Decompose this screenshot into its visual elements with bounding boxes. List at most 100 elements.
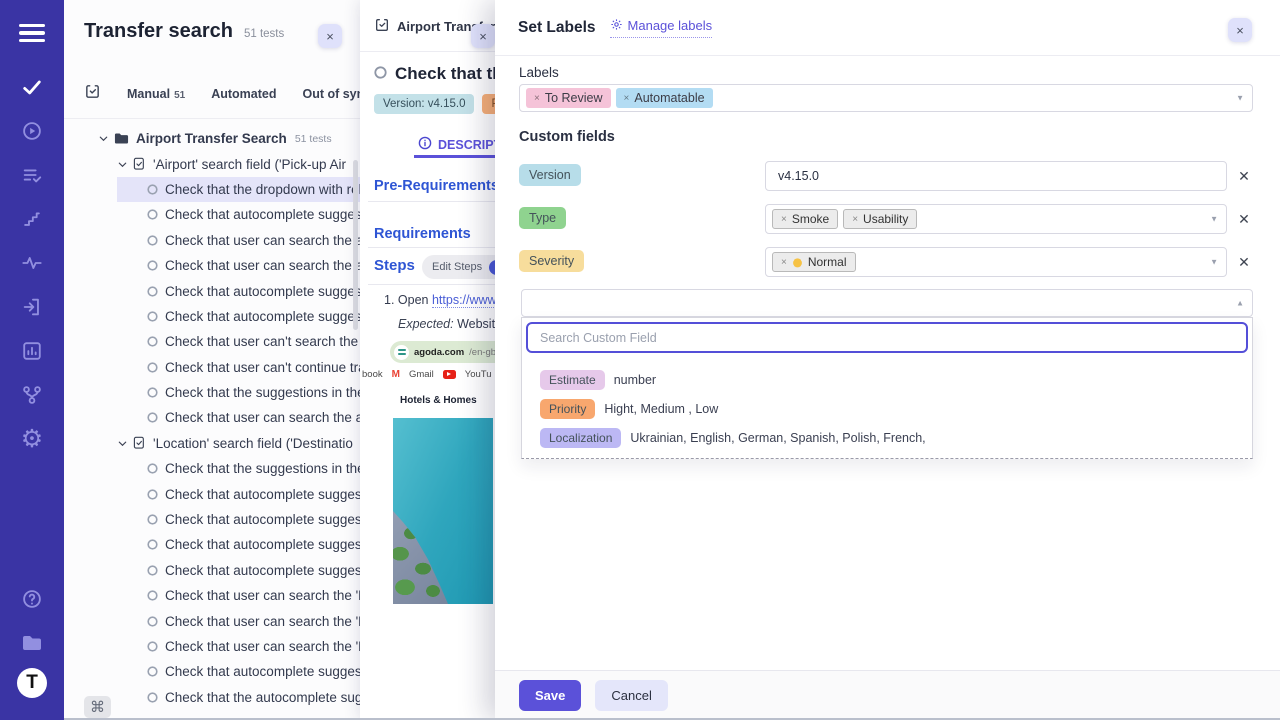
sidebar-steps-icon[interactable]	[0, 204, 64, 234]
custom-field-option-estimate[interactable]: Estimate number	[540, 368, 1242, 392]
tree-row-label: Check that autocomplete suggest	[165, 537, 360, 553]
save-button[interactable]: Save	[519, 680, 582, 711]
browser-address-bar: agoda.com/en-gb/?	[390, 341, 495, 363]
tree-test-row[interactable]: Check that user can search the ai	[117, 253, 360, 278]
custom-field-select-severity[interactable]: × Normal ▼	[765, 247, 1227, 277]
tree-row-label: Check that user can search the 'Lo	[165, 613, 360, 629]
sidebar-import-icon[interactable]	[0, 292, 64, 322]
label-tag[interactable]: × Automatable	[615, 88, 713, 108]
tree-scrollbar[interactable]	[353, 160, 358, 330]
tree-test-row[interactable]: Check that the suggestions in the	[117, 380, 360, 405]
value-chip[interactable]: × Normal	[772, 252, 856, 272]
remove-chip-icon[interactable]: ×	[852, 213, 859, 225]
sidebar-help-icon[interactable]	[0, 584, 64, 614]
remove-tag-icon[interactable]: ×	[623, 92, 630, 104]
suite-test-count: 51 tests	[243, 28, 285, 40]
modal-header: Set Labels Manage labels ×	[495, 0, 1280, 56]
cancel-button[interactable]: Cancel	[595, 680, 668, 711]
remove-custom-field-button[interactable]: ✕	[1238, 253, 1250, 270]
tree-row-label: Check that the suggestions in the	[165, 385, 360, 401]
test-detail-panel: Airport Transfer × Check that the Versio…	[360, 0, 495, 720]
chevron-down-icon[interactable]	[98, 133, 109, 144]
select-all-icon[interactable]	[84, 83, 101, 105]
tree-row-label: Check that user can search the ai	[165, 410, 360, 426]
tree-tab-manual[interactable]: Manual 51	[127, 87, 186, 101]
test-circle-icon	[147, 666, 158, 677]
tab-airport-transfer[interactable]: Airport Transfer	[360, 0, 495, 52]
test-circle-icon	[147, 641, 158, 652]
test-circle-icon	[147, 285, 158, 297]
tree-row-label: Check that user can search the 'Lo	[165, 588, 360, 604]
custom-field-option-priority[interactable]: Priority Hight, Medium , Low	[540, 397, 1242, 421]
tree-folder-row[interactable]: Airport Transfer Search 51 tests	[64, 126, 360, 151]
chevron-down-icon[interactable]	[117, 159, 128, 170]
custom-field-select-type[interactable]: × Smoke × Usability ▼	[765, 204, 1227, 234]
tab-description[interactable]: DESCRIPTION	[418, 136, 495, 153]
tree-suite-row[interactable]: 'Location' search field ('Destinatio	[64, 431, 360, 456]
option-values: number	[613, 373, 657, 387]
tree-test-row[interactable]: Check that user can search the ai	[117, 228, 360, 253]
tree-test-row[interactable]: Check that autocomplete suggest	[117, 659, 360, 684]
test-circle-icon	[147, 565, 158, 576]
tree-test-row[interactable]: Check that the dropdown with rel	[117, 176, 360, 203]
custom-field-option-localization[interactable]: Localization Ukrainian, English, German, …	[540, 426, 1242, 450]
step-prefix: 1. Open	[384, 293, 429, 307]
sidebar-reports-icon[interactable]	[0, 336, 64, 366]
sidebar-branch-icon[interactable]	[0, 380, 64, 410]
remove-custom-field-button[interactable]: ✕	[1238, 210, 1250, 227]
search-custom-field-input[interactable]	[526, 322, 1248, 353]
tree-test-row[interactable]: Check that the autocomplete sugg	[117, 685, 360, 710]
sidebar-logo[interactable]: T	[0, 668, 64, 698]
sidebar-projects-icon[interactable]	[0, 628, 64, 658]
sidebar-settings-icon[interactable]: ⚙	[20, 424, 44, 453]
main-sidebar: ⚙ T	[0, 0, 64, 720]
custom-field-input-version[interactable]	[765, 161, 1227, 191]
tree-test-row[interactable]: Check that user can search the ai	[117, 405, 360, 430]
close-suite-button[interactable]: ×	[318, 24, 342, 48]
tree-test-row[interactable]: Check that autocomplete suggest	[117, 507, 360, 532]
sidebar-test-plans-icon[interactable]	[0, 160, 64, 190]
tree-test-row[interactable]: Check that autocomplete suggest	[117, 558, 360, 583]
tree-test-row[interactable]: Check that the suggestions in the	[117, 456, 360, 481]
sidebar-analytics-icon[interactable]	[0, 248, 64, 278]
remove-chip-icon[interactable]: ×	[781, 213, 787, 225]
tree-suite-row[interactable]: 'Airport' search field ('Pick-up Air	[64, 151, 360, 176]
tree-test-row[interactable]: Check that user can't continue tra	[117, 355, 360, 380]
address-domain: agoda.com	[414, 346, 465, 358]
remove-tag-icon[interactable]: ×	[534, 92, 540, 104]
label-tag[interactable]: × To Review	[526, 88, 611, 108]
chevron-down-icon[interactable]	[117, 438, 128, 449]
sidebar-run-icon[interactable]	[0, 116, 64, 146]
add-custom-field-select[interactable]: ▲	[521, 289, 1253, 317]
tree-test-row[interactable]: Check that user can search the 'Lo	[117, 583, 360, 608]
tree-test-row[interactable]: Check that autocomplete suggest	[117, 532, 360, 557]
tree-test-row[interactable]: Check that autocomplete suggest	[117, 304, 360, 329]
chevron-down-icon: ▼	[1210, 214, 1218, 224]
sidebar-menu-icon[interactable]	[0, 18, 64, 48]
close-modal-button[interactable]: ×	[1228, 18, 1252, 42]
tree-test-row[interactable]: Check that autocomplete suggest	[117, 202, 360, 227]
tree-test-row[interactable]: Check that user can search the 'Lo	[117, 634, 360, 659]
remove-chip-icon[interactable]: ×	[781, 256, 787, 268]
step-link[interactable]: https://www.a	[431, 293, 495, 308]
remove-custom-field-button[interactable]: ✕	[1238, 167, 1250, 184]
tree-test-row[interactable]: Check that user can't search the a	[117, 329, 360, 354]
value-chip[interactable]: × Smoke	[772, 209, 839, 229]
tree-test-row[interactable]: Check that autocomplete suggest	[117, 278, 360, 303]
tree-tab-out-of-syn[interactable]: Out of syn	[302, 87, 360, 101]
tree-test-row[interactable]: Check that autocomplete suggest	[117, 481, 360, 506]
test-badges: Version: v4.15.0 Priority	[374, 94, 495, 114]
value-chip[interactable]: × Usability	[843, 209, 918, 229]
tree-tab-automated[interactable]: Automated	[211, 87, 277, 101]
tree-test-row[interactable]: Check that user can search the 'Lo	[117, 608, 360, 633]
bookmark-gmail: Gmail	[408, 369, 434, 380]
modal-title: Set Labels	[518, 18, 596, 36]
close-test-button[interactable]: ×	[471, 24, 495, 48]
sidebar-check-icon[interactable]	[0, 72, 64, 102]
divider	[368, 201, 495, 202]
edit-steps-toggle[interactable]: Edit Steps	[422, 255, 495, 279]
edit-steps-switch[interactable]	[489, 259, 495, 275]
labels-select[interactable]: × To Review × Automatable ▼	[519, 84, 1253, 112]
tree-row-label: Check that user can search the ai	[165, 232, 360, 248]
manage-labels-link[interactable]: Manage labels	[609, 18, 713, 38]
